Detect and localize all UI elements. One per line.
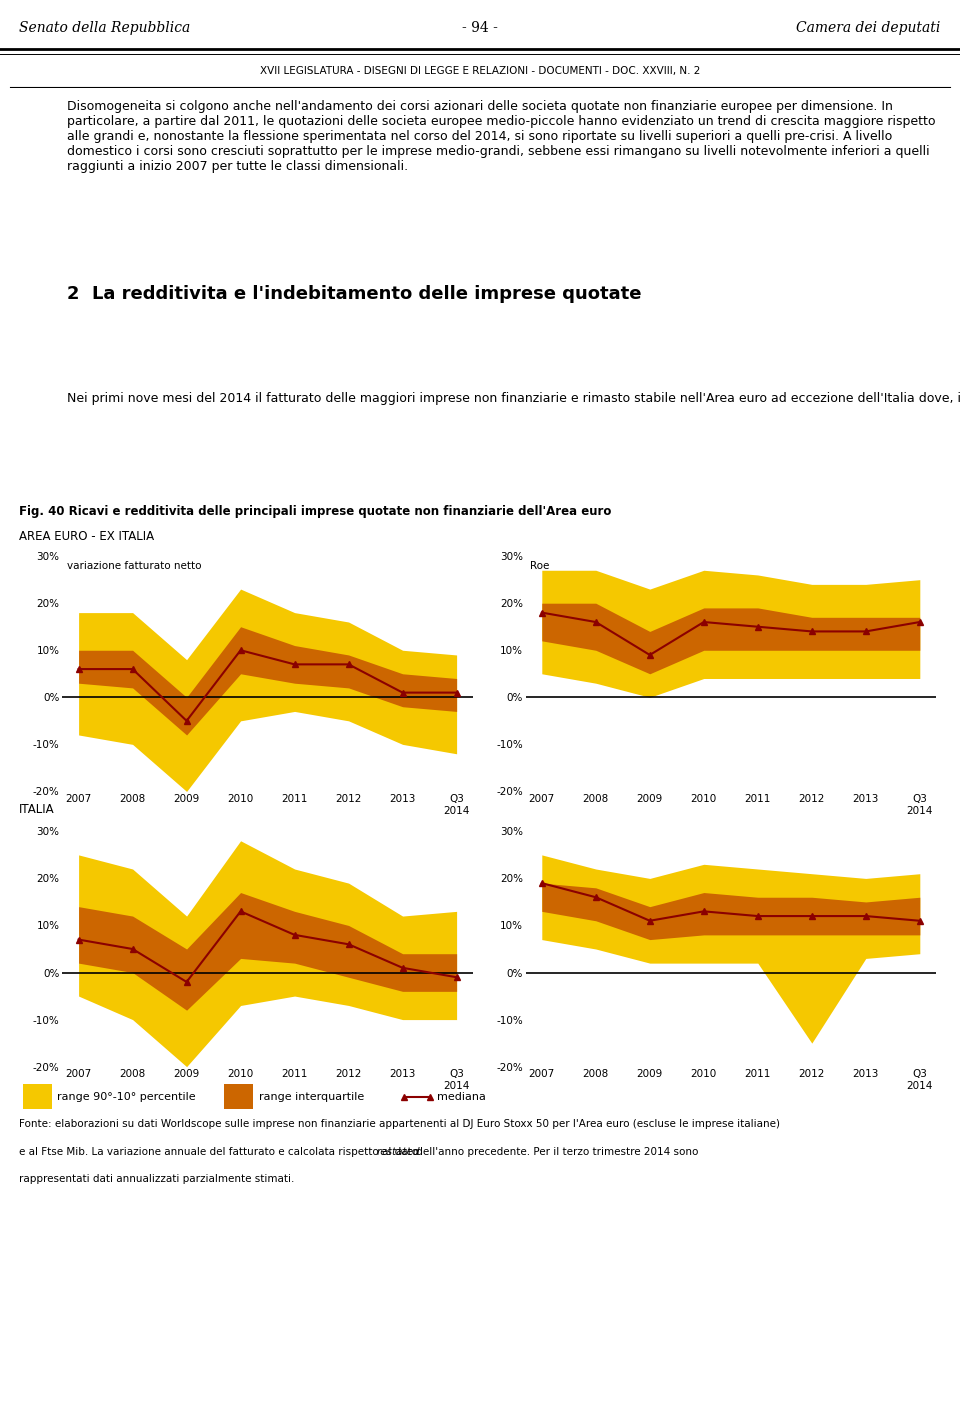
Text: Roe: Roe	[530, 560, 549, 570]
Text: e al Ftse Mib. La variazione annuale del fatturato e calcolata rispetto al dato : e al Ftse Mib. La variazione annuale del…	[19, 1147, 466, 1156]
Text: Senato della Repubblica: Senato della Repubblica	[19, 20, 190, 34]
Text: Camera dei deputati: Camera dei deputati	[797, 20, 941, 34]
Text: Fonte: elaborazioni su dati Worldscope sulle imprese non finanziarie appartenent: Fonte: elaborazioni su dati Worldscope s…	[19, 1119, 780, 1129]
Text: e al Ftse Mib. La variazione annuale del fatturato e calcolata rispetto al dato: e al Ftse Mib. La variazione annuale del…	[19, 1147, 421, 1156]
Text: rappresentati dati annualizzati parzialmente stimati.: rappresentati dati annualizzati parzialm…	[19, 1175, 295, 1185]
Text: ITALIA: ITALIA	[19, 803, 55, 816]
Text: range 90°-10° percentile: range 90°-10° percentile	[57, 1091, 195, 1102]
Text: Fig. 40 Ricavi e redditivita delle principali imprese quotate non finanziarie de: Fig. 40 Ricavi e redditivita delle princ…	[19, 505, 612, 518]
Text: mediana: mediana	[437, 1091, 486, 1102]
FancyBboxPatch shape	[225, 1084, 253, 1109]
Text: AREA EURO - EX ITALIA: AREA EURO - EX ITALIA	[19, 530, 155, 543]
Text: variazione fatturato netto: variazione fatturato netto	[66, 560, 201, 570]
FancyBboxPatch shape	[23, 1084, 52, 1109]
Text: Nei primi nove mesi del 2014 il fatturato delle maggiori imprese non finanziarie: Nei primi nove mesi del 2014 il fatturat…	[67, 392, 960, 405]
Text: 2  La redditivita e l'indebitamento delle imprese quotate: 2 La redditivita e l'indebitamento delle…	[67, 285, 641, 304]
Text: XVII LEGISLATURA - DISEGNI DI LEGGE E RELAZIONI - DOCUMENTI - DOC. XXVIII, N. 2: XVII LEGISLATURA - DISEGNI DI LEGGE E RE…	[260, 66, 700, 76]
Text: dell'anno precedente. Per il terzo trimestre 2014 sono: dell'anno precedente. Per il terzo trime…	[413, 1147, 698, 1156]
Text: restated: restated	[376, 1147, 420, 1156]
Text: range interquartile: range interquartile	[259, 1091, 364, 1102]
Text: Disomogeneita si colgono anche nell'andamento dei corsi azionari delle societa q: Disomogeneita si colgono anche nell'anda…	[67, 100, 936, 173]
Text: - 94 -: - 94 -	[462, 20, 498, 34]
